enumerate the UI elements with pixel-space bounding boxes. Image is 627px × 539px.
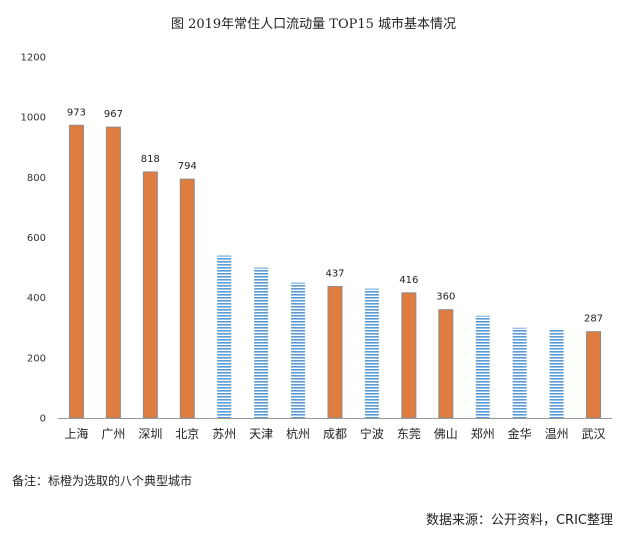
data-label: 360 — [436, 292, 455, 303]
bar-杭州 — [291, 282, 306, 418]
bar-广州 — [105, 126, 121, 419]
x-tick-label: 广州 — [101, 427, 125, 441]
x-tick-label: 宁波 — [360, 426, 384, 441]
chart-title: 图 2019年常住人口流动量 TOP15 城市基本情况 — [170, 17, 457, 32]
y-tick-label: 400 — [27, 293, 46, 304]
bar-天津 — [254, 267, 269, 418]
bar-郑州 — [475, 315, 490, 418]
bar-佛山 — [438, 309, 454, 419]
x-tick-label: 深圳 — [138, 427, 162, 441]
x-tick-label: 郑州 — [471, 426, 495, 441]
data-label: 416 — [399, 275, 418, 286]
y-axis-ticks: 0 200 400 600 800 1000 1200 — [21, 53, 46, 425]
y-tick-label: 1000 — [21, 113, 46, 124]
bar-北京 — [179, 178, 195, 419]
bar-金华 — [512, 327, 527, 418]
x-tick-label: 东莞 — [397, 427, 421, 441]
bars — [68, 124, 602, 419]
y-tick-label: 200 — [27, 353, 46, 364]
y-tick-label: 1200 — [21, 53, 46, 64]
bar-苏州 — [217, 255, 232, 418]
data-source: 数据来源：公开资料，CRIC整理 — [425, 513, 613, 528]
bar-东莞 — [401, 292, 417, 419]
data-label: 973 — [67, 107, 86, 118]
bar-宁波 — [364, 288, 379, 418]
x-tick-label: 杭州 — [286, 426, 310, 441]
bar-深圳 — [142, 171, 158, 419]
x-axis: 上海 广州 深圳 北京 苏州 天津 杭州 成都 宁波 东莞 佛山 郑州 金华 温州 武汉 — [58, 418, 612, 441]
data-label: 794 — [178, 161, 197, 172]
x-tick-label: 金华 — [508, 426, 532, 441]
x-tick-label: 温州 — [545, 427, 569, 441]
y-tick-label: 0 — [40, 414, 46, 425]
y-tick-label: 800 — [27, 173, 46, 184]
data-label: 437 — [325, 269, 344, 280]
data-label: 818 — [141, 154, 160, 165]
x-tick-label: 佛山 — [434, 427, 458, 441]
x-tick-label: 成都 — [323, 427, 347, 441]
footnote: 备注：标橙为选取的八个典型城市 — [12, 474, 193, 488]
bar-温州 — [549, 328, 564, 418]
x-tick-label: 武汉 — [582, 427, 606, 441]
bar-成都 — [327, 286, 343, 419]
data-label: 967 — [104, 109, 123, 120]
x-tick-label: 苏州 — [212, 427, 236, 441]
y-tick-label: 600 — [27, 233, 46, 244]
data-label: 287 — [584, 314, 603, 325]
x-tick-label: 上海 — [64, 426, 88, 441]
x-tick-label: 北京 — [175, 427, 199, 441]
data-labels: 973 967 818 794 437 416 360 287 — [67, 107, 603, 324]
x-tick-label: 天津 — [249, 427, 273, 441]
bar-上海 — [68, 124, 84, 419]
bar-武汉 — [586, 331, 602, 419]
